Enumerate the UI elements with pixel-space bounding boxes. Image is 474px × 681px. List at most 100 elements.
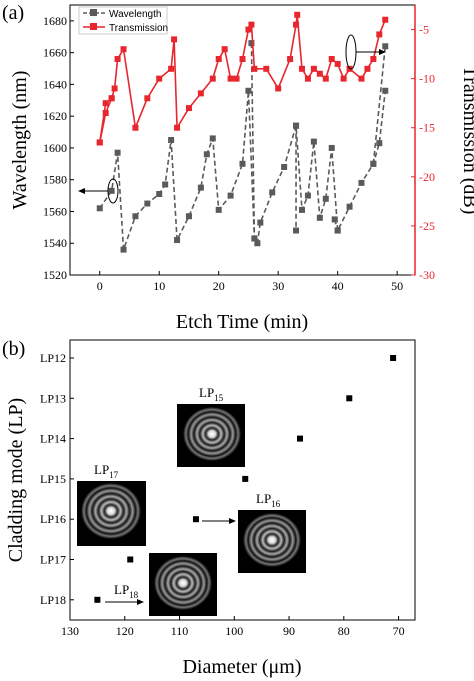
chart-b-x-ticks: 130 120 110 100 90 80 70 bbox=[61, 616, 405, 638]
chart-b-y-tick-label: LP13 bbox=[40, 391, 66, 405]
chart-b: 130 120 110 100 90 80 70 LP12LP13LP14LP15LP16L… bbox=[5, 339, 416, 678]
transmission-point bbox=[358, 75, 365, 82]
transmission-point bbox=[382, 16, 389, 23]
mode-image-lp15: LP15 bbox=[177, 385, 245, 467]
chart-a-y2-tick-label: -20 bbox=[419, 170, 435, 184]
chart-b-x-tick-label: 120 bbox=[116, 624, 134, 638]
transmission-point bbox=[370, 56, 377, 62]
chart-b-x-tick-label: 130 bbox=[61, 624, 79, 638]
transmission-point bbox=[132, 124, 139, 131]
wavelength-point bbox=[358, 179, 365, 186]
mode-image-lp16: LP16 bbox=[238, 491, 306, 573]
wavelength-point bbox=[322, 195, 329, 202]
chart-a-y-tick-label: 1560 bbox=[43, 204, 67, 218]
wavelength-point bbox=[293, 122, 300, 129]
wavelength-point bbox=[310, 138, 317, 145]
wavelength-point bbox=[334, 227, 341, 234]
lp17-label: LP17 bbox=[94, 462, 119, 480]
wavelength-point bbox=[346, 203, 353, 210]
transmission-point bbox=[108, 95, 115, 102]
mode-point-lp17 bbox=[127, 556, 134, 563]
wavelength-point bbox=[254, 240, 261, 247]
transmission-point bbox=[248, 21, 255, 28]
chart-a-y-tick-label: 1600 bbox=[43, 141, 67, 155]
transmission-point bbox=[275, 85, 282, 92]
wavelength-point bbox=[328, 144, 335, 151]
chart-a-legend: Wavelength Transmission bbox=[78, 6, 168, 35]
wavelength-point bbox=[370, 160, 377, 167]
mode-point-lp14 bbox=[297, 435, 303, 442]
wavelength-line bbox=[99, 90, 387, 250]
wavelength-point bbox=[382, 43, 389, 50]
mode-image-lp18: LP18 bbox=[114, 553, 217, 616]
panel-a-label: (a) bbox=[2, 2, 25, 24]
transmission-point bbox=[245, 26, 252, 33]
chart-a: 0 10 20 30 40 50 1520 1540 1560 1580 1600 1620 1640… bbox=[9, 4, 474, 333]
chart-a-y-tick-label: 1540 bbox=[43, 236, 67, 250]
wavelength-point bbox=[382, 87, 389, 94]
legend-wavelength-label: Wavelength bbox=[109, 9, 161, 20]
wavelength-point bbox=[108, 187, 115, 194]
chart-a-series bbox=[96, 11, 389, 253]
chart-a-y2-tick-label: -10 bbox=[419, 72, 435, 86]
wavelength-point bbox=[376, 140, 383, 147]
chart-b-y-tick-label: LP17 bbox=[40, 553, 66, 567]
chart-a-x-tick-label: 10 bbox=[153, 279, 165, 293]
chart-a-y-tick-label: 1520 bbox=[43, 268, 67, 282]
wavelength-point bbox=[293, 227, 300, 234]
wavelength-point bbox=[168, 137, 175, 143]
mode-point-lp13 bbox=[346, 395, 353, 402]
chart-a-x-tick-label: 40 bbox=[332, 279, 344, 293]
chart-b-x-tick-label: 110 bbox=[171, 624, 189, 638]
chart-a-y-tick-label: 1660 bbox=[43, 46, 67, 60]
transmission-point bbox=[233, 75, 240, 82]
wavelength-point bbox=[203, 151, 210, 158]
transmission-point bbox=[174, 124, 181, 131]
chart-b-x-tick-label: 90 bbox=[283, 624, 295, 638]
transmission-point bbox=[334, 60, 341, 67]
transmission-point bbox=[328, 56, 335, 62]
transmission-point bbox=[102, 110, 109, 116]
chart-b-frame bbox=[69, 339, 416, 621]
wavelength-point bbox=[281, 164, 288, 170]
transmission-point bbox=[120, 46, 127, 53]
chart-b-y-ticks: LP12 LP13 LP14 LP15 LP16 LP17 LP18 bbox=[40, 351, 74, 607]
chart-a-y2-tick-label: -25 bbox=[419, 219, 435, 233]
lp15-label: LP15 bbox=[199, 385, 224, 403]
transmission-point bbox=[197, 90, 204, 97]
transmission-point bbox=[239, 56, 246, 62]
transmission-point bbox=[209, 75, 216, 82]
chart-b-x-title: Diameter (μm) bbox=[182, 656, 301, 678]
transmission-point bbox=[316, 70, 323, 77]
wavelength-point bbox=[174, 237, 181, 244]
wavelength-point bbox=[215, 206, 222, 213]
chart-b-y-tick-label: LP12 bbox=[40, 351, 66, 365]
transmission-point bbox=[221, 46, 228, 53]
transmission-point bbox=[293, 21, 300, 28]
chart-b-y-tick-label: LP18 bbox=[40, 593, 66, 607]
chart-a-y2-ticks: -30 -25 -20 -15 -10 -5 bbox=[411, 23, 435, 282]
chart-a-y-tick-label: 1580 bbox=[43, 173, 67, 187]
chart-a-y-tick-label: 1680 bbox=[43, 14, 67, 28]
transmission-point bbox=[144, 95, 151, 102]
wavelength-point bbox=[227, 192, 234, 199]
legend-transmission-label: Transmission bbox=[109, 23, 168, 34]
wavelength-point bbox=[120, 246, 127, 253]
wavelength-point bbox=[156, 191, 163, 197]
chart-a-x-tick-label: 0 bbox=[97, 279, 103, 293]
chart-a-x-tick-label: 20 bbox=[213, 279, 225, 293]
lp16-label: LP16 bbox=[256, 491, 281, 509]
wavelength-point bbox=[185, 213, 192, 220]
chart-a-frame bbox=[69, 4, 416, 276]
chart-a-y-tick-label: 1640 bbox=[43, 77, 67, 91]
transmission-point bbox=[185, 105, 192, 112]
transmission-point bbox=[263, 65, 270, 72]
legend-wavelength-marker bbox=[90, 9, 97, 16]
transmission-point bbox=[227, 75, 234, 82]
transmission-point bbox=[102, 100, 109, 107]
transmission-point bbox=[111, 85, 118, 92]
wavelength-point bbox=[239, 160, 246, 167]
wavelength-point bbox=[114, 149, 121, 156]
chart-a-y2-tick-label: -15 bbox=[419, 121, 435, 135]
